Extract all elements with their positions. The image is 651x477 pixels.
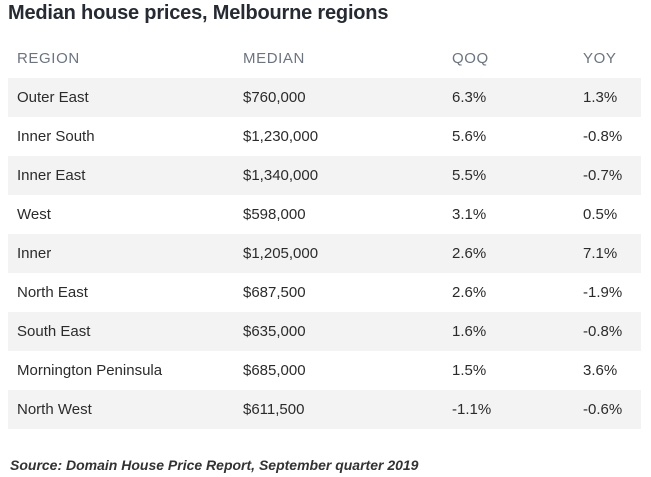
table-cell: South East	[8, 312, 243, 351]
table-cell: 3.1%	[452, 206, 487, 223]
table-row: South East $635,000 1.6% -0.8%	[8, 312, 641, 351]
table-cell: $687,500	[243, 284, 306, 301]
table-cell: North West	[8, 390, 243, 429]
column-header: QOQ	[452, 50, 489, 67]
table-cell: $760,000	[243, 78, 452, 117]
table-cell: 6.3%	[452, 78, 583, 117]
table-cell: $611,500	[243, 390, 452, 429]
price-table: REGION MEDIAN QOQ YOY Outer East $760,000 6.3…	[8, 39, 641, 429]
table-row: Inner South $1,230,000 5.6% -0.8%	[8, 117, 641, 156]
column-header: YOY	[583, 50, 617, 67]
table-cell: Inner South	[17, 128, 95, 145]
table-cell: 5.5%	[452, 156, 583, 195]
table-cell: 0.5%	[583, 206, 618, 223]
column-header: REGION	[17, 50, 80, 67]
table-cell: West	[17, 206, 51, 223]
table-row: Inner $1,205,000 2.6% 7.1%	[8, 234, 641, 273]
table-cell: Inner East	[8, 156, 243, 195]
table-cell: -1.1%	[452, 390, 583, 429]
table-cell: $1,205,000	[243, 234, 452, 273]
table-cell: $1,230,000	[243, 128, 319, 145]
table-cell: -0.8%	[583, 312, 641, 351]
table-cell: Mornington Peninsula	[17, 362, 163, 379]
table-row: West $598,000 3.1% 0.5%	[8, 195, 641, 234]
table-cell: 5.6%	[452, 128, 487, 145]
table-cell: 1.3%	[583, 78, 641, 117]
title: Median house prices, Melbourne regions	[8, 2, 389, 24]
table-cell: $1,340,000	[243, 156, 452, 195]
table-row: North West $611,500 -1.1% -0.6%	[8, 390, 641, 429]
table-cell: 2.6%	[452, 284, 487, 301]
table-cell: $598,000	[243, 206, 306, 223]
table-cell: -0.6%	[583, 390, 641, 429]
table-cell: Outer East	[8, 78, 243, 117]
table-cell: 3.6%	[583, 362, 618, 379]
table-row: Outer East $760,000 6.3% 1.3%	[8, 78, 641, 117]
table-cell: -1.9%	[583, 284, 623, 301]
table-cell: 2.6%	[452, 234, 583, 273]
table-cell: 1.6%	[452, 312, 583, 351]
table-cell: -0.7%	[583, 156, 641, 195]
table-cell: $635,000	[243, 312, 452, 351]
column-header: MEDIAN	[243, 50, 305, 67]
table-cell: $685,000	[243, 362, 306, 379]
table-cell: North East	[17, 284, 88, 301]
table-row: Mornington Peninsula $685,000 1.5% 3.6%	[8, 351, 641, 390]
table-cell: -0.8%	[583, 128, 623, 145]
table-body: Outer East $760,000 6.3% 1.3% Inner South $1,…	[8, 78, 641, 429]
table-cell: Inner	[8, 234, 243, 273]
table-cell: 1.5%	[452, 362, 487, 379]
table-cell: 7.1%	[583, 234, 641, 273]
table-row: Inner East $1,340,000 5.5% -0.7%	[8, 156, 641, 195]
table-row: North East $687,500 2.6% -1.9%	[8, 273, 641, 312]
source-note: Source: Domain House Price Report, Septe…	[10, 457, 419, 473]
header-row: REGION MEDIAN QOQ YOY	[8, 39, 641, 78]
